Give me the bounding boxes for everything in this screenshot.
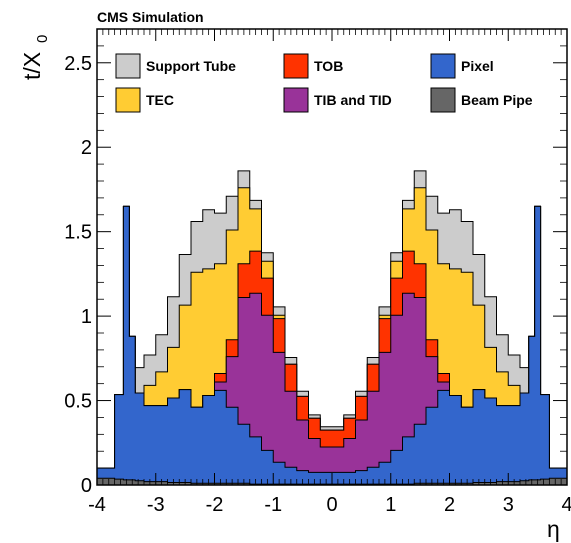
y-axis-label-main: t/X: [19, 52, 45, 80]
x-tick-label: 1: [385, 494, 396, 516]
legend-label-tec: TEC: [146, 92, 174, 108]
y-tick-label: 0.5: [64, 391, 92, 413]
legend-label-tob: TOB: [314, 58, 343, 74]
legend-label-tib-and-tid: TIB and TID: [314, 92, 392, 108]
legend-swatch-tib-and-tid: [283, 87, 309, 113]
legend-swatch-tec: [115, 87, 141, 113]
legend-swatch-tob: [283, 53, 309, 79]
y-axis-label: t/X 0: [19, 35, 51, 80]
y-tick-label: 0: [81, 475, 92, 497]
y-axis-label-sub: 0: [34, 35, 51, 43]
legend-swatch-pixel: [430, 53, 456, 79]
x-tick-label: 4: [561, 494, 571, 516]
legend-swatch-beam-pipe: [430, 87, 456, 113]
x-axis-label: η: [547, 516, 560, 542]
x-tick-label: 0: [326, 494, 337, 516]
stacked-areas: [96, 170, 568, 486]
legend-label-support-tube: Support Tube: [146, 58, 236, 74]
axis-ticks: -4 -3 -2 -1 0 1 2 3 4 0 0.5 1 1.5 2 2.5: [64, 28, 571, 516]
legend-swatch-support-tube: [115, 53, 141, 79]
legend-label-beam-pipe: Beam Pipe: [461, 92, 533, 108]
cms-simulation-label: CMS Simulation: [97, 9, 204, 25]
y-tick-label: 1: [81, 306, 92, 328]
series-area-pixel: [96, 205, 568, 486]
x-tick-label: -1: [264, 494, 282, 516]
y-tick-label: 1.5: [64, 222, 92, 244]
x-tick-label: -3: [147, 494, 165, 516]
legend: Support Tube TOB Pixel TEC TIB and TID Beam P…: [115, 53, 533, 113]
legend-label-pixel: Pixel: [461, 58, 494, 74]
x-tick-label: -4: [88, 494, 106, 516]
y-tick-label: 2.5: [64, 53, 92, 75]
x-tick-label: -2: [206, 494, 224, 516]
y-tick-label: 2: [81, 137, 92, 159]
x-tick-label: 2: [444, 494, 455, 516]
x-tick-label: 3: [503, 494, 514, 516]
